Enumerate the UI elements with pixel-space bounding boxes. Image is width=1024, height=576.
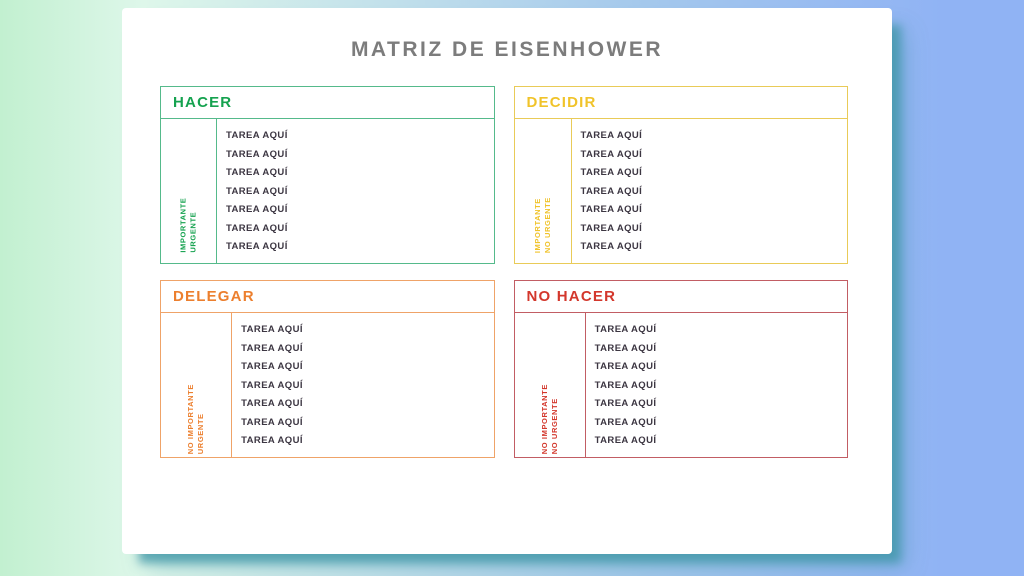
axis-sidebar: NO IMPORTANTE URGENTE (161, 313, 233, 457)
quadrant-delegar: DELEGAR NO IMPORTANTE URGENTE TAREA AQUÍ T… (160, 280, 495, 458)
axis-line-1: NO IMPORTANTE (539, 383, 549, 454)
task-item: TAREA AQUÍ (241, 435, 303, 446)
task-list: TAREA AQUÍ TAREA AQUÍ TAREA AQUÍ TAREA AQUÍ… (572, 119, 847, 263)
task-item: TAREA AQUÍ (241, 361, 303, 372)
task-item: TAREA AQUÍ (226, 130, 288, 141)
task-item: TAREA AQUÍ (580, 167, 643, 178)
quadrant-title: DECIDIR (526, 94, 597, 111)
quadrant-header: DECIDIR (514, 87, 847, 119)
quadrant-header: NO HACER (514, 281, 847, 313)
axis-label: IMPORTANTE URGENTE (178, 197, 198, 252)
task-item: TAREA AQUÍ (580, 222, 643, 234)
task-item: TAREA AQUÍ (241, 342, 303, 354)
task-list: TAREA AQUÍ TAREA AQUÍ TAREA AQUÍ TAREA AQUÍ… (586, 313, 847, 457)
task-item: TAREA AQUÍ (226, 148, 288, 160)
task-item: TAREA AQUÍ (594, 342, 657, 354)
quadrant-decidir: DECIDIR IMPORTANTE NO URGENTE TAREA AQUÍ T… (513, 86, 848, 264)
quadrant-header: DELEGAR (161, 281, 494, 313)
quadrant-title: DELEGAR (173, 288, 255, 305)
task-item: TAREA AQUÍ (594, 361, 657, 372)
task-item: TAREA AQUÍ (226, 167, 288, 178)
axis-line-2: URGENTE (196, 413, 206, 454)
quadrant-body: NO IMPORTANTE URGENTE TAREA AQUÍ TAREA AQU… (161, 313, 494, 457)
task-item: TAREA AQUÍ (241, 398, 303, 409)
task-item: TAREA AQUÍ (226, 241, 288, 252)
task-item: TAREA AQUÍ (594, 435, 657, 446)
quadrant-header: HACER (161, 87, 494, 119)
task-item: TAREA AQUÍ (226, 222, 288, 234)
axis-line-1: NO IMPORTANTE (185, 383, 195, 454)
quadrant-title: HACER (173, 94, 233, 111)
task-item: TAREA AQUÍ (226, 204, 288, 215)
axis-line-1: IMPORTANTE (178, 197, 188, 253)
axis-label: IMPORTANTE NO URGENTE (532, 197, 552, 253)
axis-label: NO IMPORTANTE NO URGENTE (539, 384, 559, 454)
axis-line-2: NO URGENTE (549, 397, 559, 454)
task-list: TAREA AQUÍ TAREA AQUÍ TAREA AQUÍ TAREA AQUÍ… (217, 119, 493, 263)
task-item: TAREA AQUÍ (226, 185, 288, 197)
task-item: TAREA AQUÍ (594, 324, 657, 335)
quadrant-hacer: HACER IMPORTANTE URGENTE TAREA AQUÍ TAREA … (160, 86, 495, 264)
task-item: TAREA AQUÍ (594, 416, 657, 428)
task-item: TAREA AQUÍ (594, 379, 657, 391)
quadrant-title: NO HACER (526, 288, 617, 305)
quadrant-body: IMPORTANTE URGENTE TAREA AQUÍ TAREA AQUÍ TA… (161, 119, 494, 263)
task-item: TAREA AQUÍ (580, 148, 643, 160)
page-title: MATRIZ DE EISENHOWER (350, 38, 664, 61)
quadrant-grid: HACER IMPORTANTE URGENTE TAREA AQUÍ TAREA … (160, 86, 848, 458)
task-item: TAREA AQUÍ (580, 185, 643, 197)
axis-sidebar: IMPORTANTE NO URGENTE (515, 119, 572, 263)
quadrant-body: NO IMPORTANTE NO URGENTE TAREA AQUÍ TAREA … (515, 313, 848, 457)
task-item: TAREA AQUÍ (241, 379, 303, 391)
task-item: TAREA AQUÍ (241, 416, 303, 428)
quadrant-body: IMPORTANTE NO URGENTE TAREA AQUÍ TAREA AQU… (515, 119, 848, 263)
axis-line-1: IMPORTANTE (532, 197, 542, 253)
axis-sidebar: NO IMPORTANTE NO URGENTE (515, 313, 586, 457)
quadrant-no-hacer: NO HACER NO IMPORTANTE NO URGENTE TAREA A… (513, 280, 848, 458)
axis-line-2: URGENTE (188, 211, 198, 253)
task-item: TAREA AQUÍ (594, 398, 657, 409)
task-list: TAREA AQUÍ TAREA AQUÍ TAREA AQUÍ TAREA AQUÍ… (232, 313, 493, 457)
matrix-card: MATRIZ DE EISENHOWER HACER IMPORTANTE URG… (122, 8, 892, 554)
task-item: TAREA AQUÍ (580, 130, 643, 141)
task-item: TAREA AQUÍ (241, 324, 303, 335)
task-item: TAREA AQUÍ (580, 241, 643, 252)
axis-label: NO IMPORTANTE URGENTE (186, 384, 206, 454)
axis-line-2: NO URGENTE (542, 196, 552, 253)
axis-sidebar: IMPORTANTE URGENTE (161, 119, 218, 263)
task-item: TAREA AQUÍ (580, 204, 643, 215)
